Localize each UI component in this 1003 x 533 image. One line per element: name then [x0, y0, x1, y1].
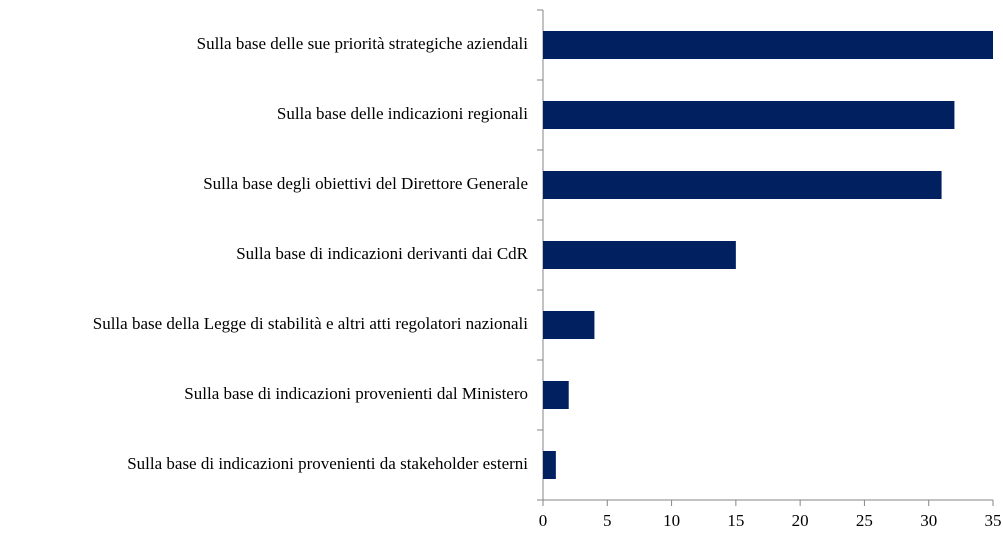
- x-tick-label: 15: [727, 511, 744, 530]
- x-tick-label: 20: [792, 511, 809, 530]
- y-tick-label: Sulla base di indicazioni provenienti da…: [127, 454, 528, 473]
- x-tick-label: 25: [856, 511, 873, 530]
- x-tick-label: 35: [985, 511, 1002, 530]
- bar: [543, 31, 993, 59]
- bar: [543, 101, 955, 129]
- y-tick-label: Sulla base di indicazioni provenienti da…: [184, 384, 528, 403]
- y-tick-label: Sulla base di indicazioni derivanti dai …: [236, 244, 528, 263]
- y-tick-label: Sulla base delle sue priorità strategich…: [197, 34, 529, 53]
- x-tick-label: 0: [539, 511, 548, 530]
- y-tick-label: Sulla base della Legge di stabilità e al…: [93, 314, 529, 333]
- bar: [543, 451, 556, 479]
- bar: [543, 311, 595, 339]
- y-tick-label: Sulla base degli obiettivi del Direttore…: [203, 174, 528, 193]
- bar: [543, 381, 569, 409]
- bar: [543, 241, 736, 269]
- x-tick-label: 30: [920, 511, 937, 530]
- x-tick-label: 10: [663, 511, 680, 530]
- y-tick-label: Sulla base delle indicazioni regionali: [277, 104, 528, 123]
- x-tick-label: 5: [603, 511, 612, 530]
- bar: [543, 171, 942, 199]
